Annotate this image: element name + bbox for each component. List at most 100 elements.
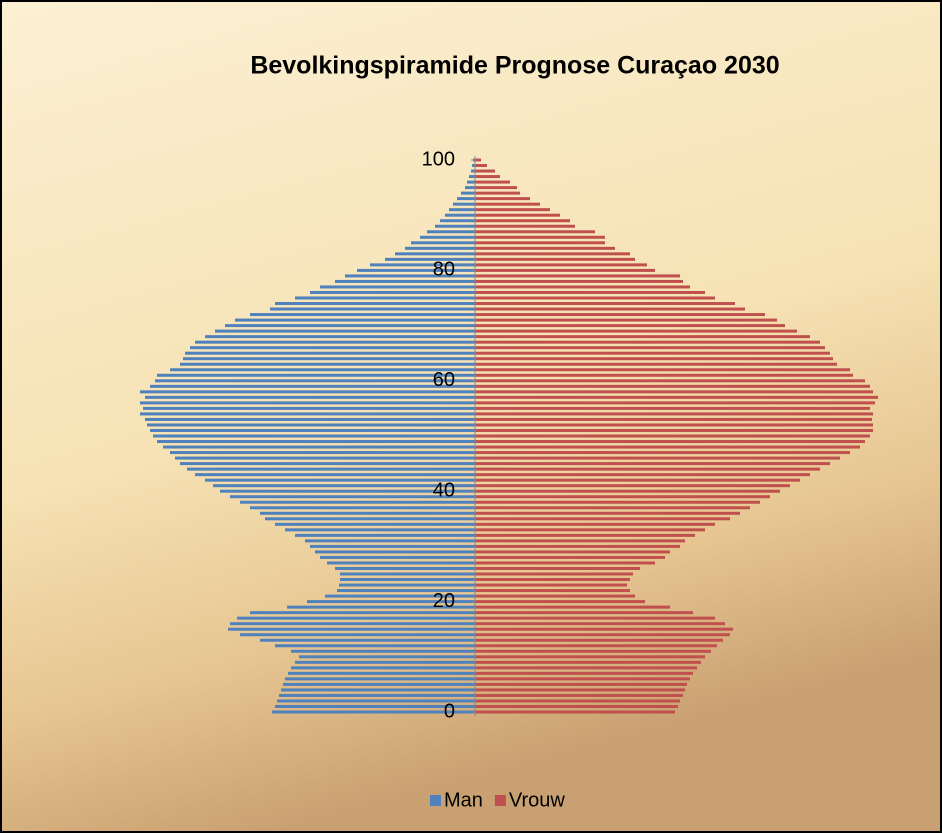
bar-vrouw	[475, 324, 785, 328]
bar-vrouw	[475, 710, 675, 714]
bar-vrouw	[475, 208, 550, 212]
bar-man	[195, 340, 475, 344]
bar-vrouw	[475, 550, 670, 554]
bar-man	[260, 638, 475, 642]
bar-vrouw	[475, 346, 825, 350]
y-tick-label: 0	[444, 700, 455, 722]
bar-man	[157, 373, 475, 377]
bar-man	[299, 655, 475, 659]
y-tick-label: 80	[433, 259, 455, 281]
bar-man	[411, 241, 475, 245]
bar-vrouw	[475, 417, 872, 421]
bar-man	[155, 379, 475, 383]
bar-vrouw	[475, 666, 697, 670]
bar-vrouw	[475, 699, 680, 703]
bar-vrouw	[475, 279, 683, 283]
bar-man	[153, 434, 475, 438]
bar-vrouw	[475, 528, 705, 532]
bar-man	[339, 583, 475, 587]
bar-vrouw	[475, 445, 860, 449]
bar-vrouw	[475, 572, 633, 576]
bar-vrouw	[475, 390, 873, 394]
bar-man	[295, 533, 475, 537]
bar-vrouw	[475, 451, 850, 455]
bar-man	[140, 390, 475, 394]
bar-vrouw	[475, 340, 820, 344]
bar-man	[279, 693, 475, 697]
bar-vrouw	[475, 660, 701, 664]
bar-man	[340, 572, 475, 576]
bar-vrouw	[475, 484, 790, 488]
legend-label: Man	[444, 789, 483, 811]
bar-man	[250, 313, 475, 317]
bar-man	[427, 230, 475, 234]
bar-man	[147, 423, 475, 427]
bar-man	[285, 528, 475, 532]
bar-man	[327, 561, 475, 565]
bar-vrouw	[475, 290, 705, 294]
bar-vrouw	[475, 644, 717, 648]
bar-vrouw	[475, 307, 745, 311]
bar-man	[335, 566, 475, 570]
bar-man	[213, 484, 475, 488]
bar-man	[283, 682, 475, 686]
bar-vrouw	[475, 633, 730, 637]
bar-vrouw	[475, 158, 481, 162]
bar-vrouw	[475, 627, 733, 631]
bar-vrouw	[475, 219, 570, 223]
bar-man	[215, 329, 475, 333]
bar-man	[435, 224, 475, 228]
bar-man	[275, 302, 475, 306]
bar-man	[471, 169, 475, 173]
bar-vrouw	[475, 555, 665, 559]
bar-man	[275, 644, 475, 648]
bar-vrouw	[475, 213, 560, 217]
bar-man	[150, 384, 475, 388]
bar-vrouw	[475, 440, 865, 444]
bar-man	[277, 699, 475, 703]
legend-swatch	[494, 795, 506, 806]
bar-vrouw	[475, 638, 723, 642]
bar-man	[461, 191, 475, 195]
bar-vrouw	[475, 682, 687, 686]
bar-man	[420, 235, 475, 239]
bar-man	[145, 395, 475, 399]
bar-man	[140, 401, 475, 405]
bar-man	[320, 285, 475, 289]
bar-man	[295, 660, 475, 664]
bar-man	[272, 710, 475, 714]
bar-man	[457, 197, 475, 201]
bar-man	[285, 677, 475, 681]
bar-vrouw	[475, 423, 873, 427]
bar-vrouw	[475, 462, 830, 466]
bar-vrouw	[475, 313, 765, 317]
bar-man	[310, 290, 475, 294]
bar-man	[230, 622, 475, 626]
y-tick-label: 60	[433, 369, 455, 391]
bar-vrouw	[475, 401, 875, 405]
bar-man	[195, 473, 475, 477]
bar-vrouw	[475, 406, 870, 410]
bar-vrouw	[475, 506, 750, 510]
bar-man	[180, 462, 475, 466]
bar-man	[170, 368, 475, 372]
bar-man	[291, 666, 475, 670]
bar-vrouw	[475, 693, 683, 697]
legend-label: Vrouw	[509, 789, 566, 811]
bar-man	[291, 649, 475, 653]
bar-man	[440, 219, 475, 223]
bar-vrouw	[475, 434, 870, 438]
bar-vrouw	[475, 395, 878, 399]
bar-vrouw	[475, 302, 735, 306]
bar-man	[185, 351, 475, 355]
bar-vrouw	[475, 478, 800, 482]
bar-vrouw	[475, 578, 630, 582]
bar-man	[170, 451, 475, 455]
bar-man	[445, 213, 475, 217]
y-tick-label: 100	[422, 148, 455, 170]
bar-vrouw	[475, 517, 730, 521]
bar-man	[240, 633, 475, 637]
bar-man	[265, 517, 475, 521]
bar-vrouw	[475, 180, 510, 184]
bar-vrouw	[475, 522, 715, 526]
